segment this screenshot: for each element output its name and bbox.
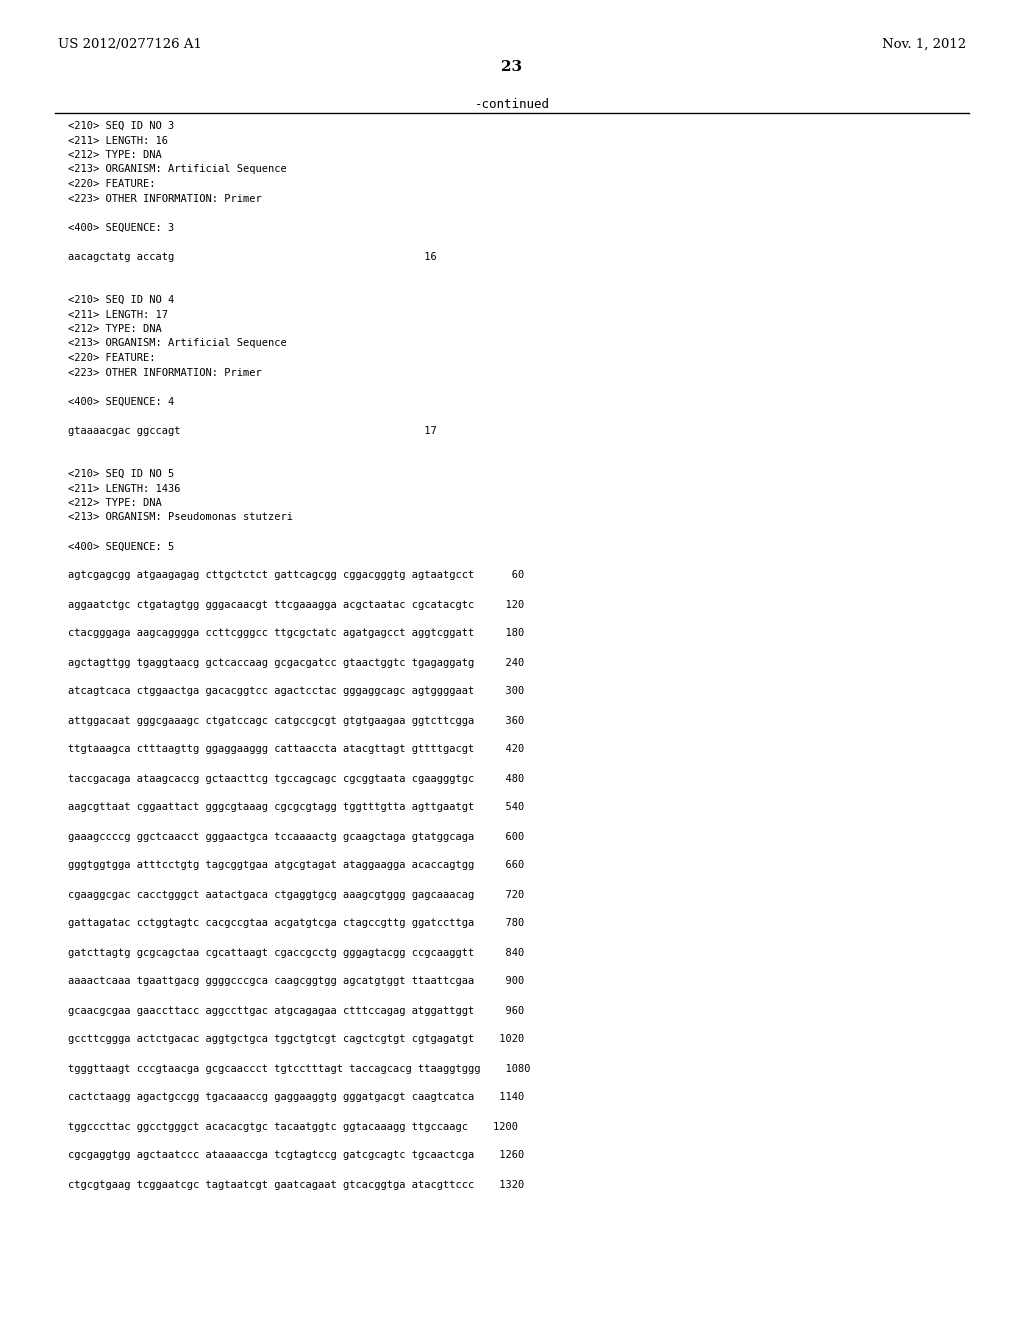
Text: <210> SEQ ID NO 4: <210> SEQ ID NO 4 xyxy=(68,294,174,305)
Text: aagcgttaat cggaattact gggcgtaaag cgcgcgtagg tggtttgtta agttgaatgt     540: aagcgttaat cggaattact gggcgtaaag cgcgcgt… xyxy=(68,803,524,813)
Text: aaaactcaaa tgaattgacg ggggcccgca caagcggtgg agcatgtggt ttaattcgaa     900: aaaactcaaa tgaattgacg ggggcccgca caagcgg… xyxy=(68,977,524,986)
Text: <213> ORGANISM: Artificial Sequence: <213> ORGANISM: Artificial Sequence xyxy=(68,165,287,174)
Text: atcagtcaca ctggaactga gacacggtcc agactcctac gggaggcagc agtggggaat     300: atcagtcaca ctggaactga gacacggtcc agactcc… xyxy=(68,686,524,697)
Text: gggtggtgga atttcctgtg tagcggtgaa atgcgtagat ataggaagga acaccagtgg     660: gggtggtgga atttcctgtg tagcggtgaa atgcgta… xyxy=(68,861,524,870)
Text: aggaatctgc ctgatagtgg gggacaacgt ttcgaaagga acgctaatac cgcatacgtc     120: aggaatctgc ctgatagtgg gggacaacgt ttcgaaa… xyxy=(68,599,524,610)
Text: <220> FEATURE:: <220> FEATURE: xyxy=(68,352,156,363)
Text: <212> TYPE: DNA: <212> TYPE: DNA xyxy=(68,498,162,508)
Text: <211> LENGTH: 1436: <211> LENGTH: 1436 xyxy=(68,483,180,494)
Text: ctgcgtgaag tcggaatcgc tagtaatcgt gaatcagaat gtcacggtga atacgttccc    1320: ctgcgtgaag tcggaatcgc tagtaatcgt gaatcag… xyxy=(68,1180,524,1189)
Text: 23: 23 xyxy=(502,59,522,74)
Text: cactctaagg agactgccgg tgacaaaccg gaggaaggtg gggatgacgt caagtcatca    1140: cactctaagg agactgccgg tgacaaaccg gaggaag… xyxy=(68,1093,524,1102)
Text: US 2012/0277126 A1: US 2012/0277126 A1 xyxy=(58,38,202,51)
Text: agtcgagcgg atgaagagag cttgctctct gattcagcgg cggacgggtg agtaatgcct      60: agtcgagcgg atgaagagag cttgctctct gattcag… xyxy=(68,570,524,581)
Text: <220> FEATURE:: <220> FEATURE: xyxy=(68,180,156,189)
Text: gtaaaacgac ggccagt                                       17: gtaaaacgac ggccagt 17 xyxy=(68,425,437,436)
Text: <211> LENGTH: 16: <211> LENGTH: 16 xyxy=(68,136,168,145)
Text: tgggttaagt cccgtaacga gcgcaaccct tgtcctttagt taccagcacg ttaaggtggg    1080: tgggttaagt cccgtaacga gcgcaaccct tgtcctt… xyxy=(68,1064,530,1073)
Text: tggcccttac ggcctgggct acacacgtgc tacaatggtc ggtacaaagg ttgccaagc    1200: tggcccttac ggcctgggct acacacgtgc tacaatg… xyxy=(68,1122,518,1131)
Text: <212> TYPE: DNA: <212> TYPE: DNA xyxy=(68,323,162,334)
Text: <212> TYPE: DNA: <212> TYPE: DNA xyxy=(68,150,162,160)
Text: agctagttgg tgaggtaacg gctcaccaag gcgacgatcc gtaactggtc tgagaggatg     240: agctagttgg tgaggtaacg gctcaccaag gcgacga… xyxy=(68,657,524,668)
Text: <210> SEQ ID NO 5: <210> SEQ ID NO 5 xyxy=(68,469,174,479)
Text: aacagctatg accatg                                        16: aacagctatg accatg 16 xyxy=(68,252,437,261)
Text: taccgacaga ataagcaccg gctaacttcg tgccagcagc cgcggtaata cgaagggtgc     480: taccgacaga ataagcaccg gctaacttcg tgccagc… xyxy=(68,774,524,784)
Text: ctacgggaga aagcagggga ccttcgggcc ttgcgctatc agatgagcct aggtcggatt     180: ctacgggaga aagcagggga ccttcgggcc ttgcgct… xyxy=(68,628,524,639)
Text: gccttcggga actctgacac aggtgctgca tggctgtcgt cagctcgtgt cgtgagatgt    1020: gccttcggga actctgacac aggtgctgca tggctgt… xyxy=(68,1035,524,1044)
Text: gcaacgcgaa gaaccttacc aggccttgac atgcagagaa ctttccagag atggattggt     960: gcaacgcgaa gaaccttacc aggccttgac atgcaga… xyxy=(68,1006,524,1015)
Text: <213> ORGANISM: Pseudomonas stutzeri: <213> ORGANISM: Pseudomonas stutzeri xyxy=(68,512,293,523)
Text: <400> SEQUENCE: 3: <400> SEQUENCE: 3 xyxy=(68,223,174,232)
Text: gattagatac cctggtagtc cacgccgtaa acgatgtcga ctagccgttg ggatccttga     780: gattagatac cctggtagtc cacgccgtaa acgatgt… xyxy=(68,919,524,928)
Text: <211> LENGTH: 17: <211> LENGTH: 17 xyxy=(68,309,168,319)
Text: <213> ORGANISM: Artificial Sequence: <213> ORGANISM: Artificial Sequence xyxy=(68,338,287,348)
Text: gatcttagtg gcgcagctaa cgcattaagt cgaccgcctg gggagtacgg ccgcaaggtt     840: gatcttagtg gcgcagctaa cgcattaagt cgaccgc… xyxy=(68,948,524,957)
Text: <210> SEQ ID NO 3: <210> SEQ ID NO 3 xyxy=(68,121,174,131)
Text: ttgtaaagca ctttaagttg ggaggaaggg cattaaccta atacgttagt gttttgacgt     420: ttgtaaagca ctttaagttg ggaggaaggg cattaac… xyxy=(68,744,524,755)
Text: Nov. 1, 2012: Nov. 1, 2012 xyxy=(882,38,966,51)
Text: -continued: -continued xyxy=(474,98,550,111)
Text: <223> OTHER INFORMATION: Primer: <223> OTHER INFORMATION: Primer xyxy=(68,194,262,203)
Text: <400> SEQUENCE: 5: <400> SEQUENCE: 5 xyxy=(68,541,174,552)
Text: attggacaat gggcgaaagc ctgatccagc catgccgcgt gtgtgaagaa ggtcttcgga     360: attggacaat gggcgaaagc ctgatccagc catgccg… xyxy=(68,715,524,726)
Text: gaaagccccg ggctcaacct gggaactgca tccaaaactg gcaagctaga gtatggcaga     600: gaaagccccg ggctcaacct gggaactgca tccaaaa… xyxy=(68,832,524,842)
Text: <400> SEQUENCE: 4: <400> SEQUENCE: 4 xyxy=(68,396,174,407)
Text: <223> OTHER INFORMATION: Primer: <223> OTHER INFORMATION: Primer xyxy=(68,367,262,378)
Text: cgcgaggtgg agctaatccc ataaaaccga tcgtagtccg gatcgcagtc tgcaactcga    1260: cgcgaggtgg agctaatccc ataaaaccga tcgtagt… xyxy=(68,1151,524,1160)
Text: cgaaggcgac cacctgggct aatactgaca ctgaggtgcg aaagcgtggg gagcaaacag     720: cgaaggcgac cacctgggct aatactgaca ctgaggt… xyxy=(68,890,524,899)
